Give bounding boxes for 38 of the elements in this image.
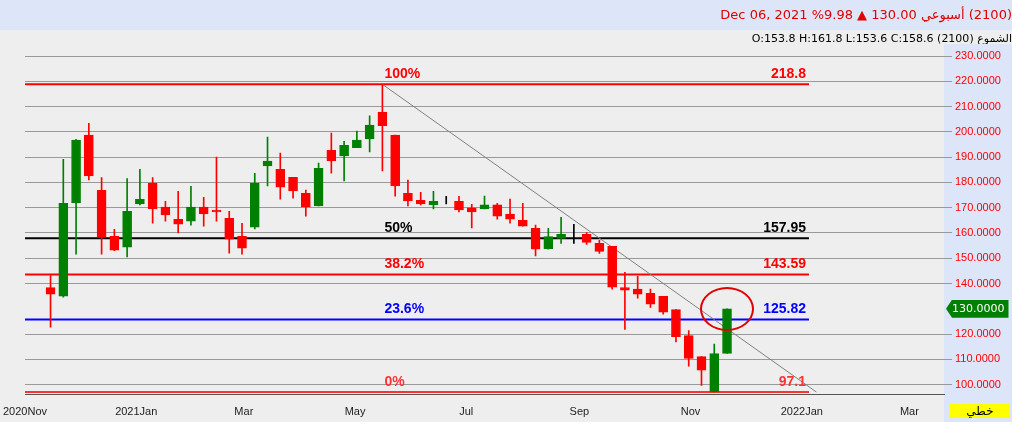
chart-title: (2100) أسبوعي 130.00 ▲ 9.98% Dec 06, 2021 xyxy=(0,0,1012,30)
ref-line-label: 157.95 xyxy=(763,219,807,236)
x-tick-label: May xyxy=(344,405,366,418)
ref-line-label: 218.8 xyxy=(770,65,807,82)
candlestick xyxy=(135,168,145,206)
y-tick-label: 110.0000 xyxy=(955,352,1001,365)
annotation: 0% xyxy=(384,372,406,389)
y-tick-label: 140.0000 xyxy=(955,276,1001,289)
y-tick-label: 200.0000 xyxy=(955,124,1001,137)
y-tick-label: 220.0000 xyxy=(955,74,1001,87)
y-tick-label: 230.0000 xyxy=(955,49,1001,62)
y-tick-label: 180.0000 xyxy=(955,175,1001,188)
x-tick-label: Nov xyxy=(680,405,701,418)
y-tick-label: 100.0000 xyxy=(955,377,1001,390)
y-tick-label: 190.0000 xyxy=(955,150,1001,163)
x-tick-label: Sep xyxy=(569,405,590,418)
ref-line-label: 125.82 xyxy=(763,300,807,317)
y-tick-label: 160.0000 xyxy=(955,226,1001,239)
annotation: 38.2% xyxy=(384,255,425,272)
candlestick xyxy=(198,197,209,227)
text: 130.0000 xyxy=(946,299,1009,318)
x-tick-label: Mar xyxy=(899,405,920,418)
annotation: 23.6% xyxy=(384,300,425,317)
y-tick-label: 150.0000 xyxy=(955,251,1001,264)
candlestick xyxy=(556,216,566,244)
x-tick-label: Jul xyxy=(459,405,474,418)
y-tick-label: 170.0000 xyxy=(955,200,1001,213)
x-tick-label: Mar xyxy=(234,405,254,418)
x-tick-label: 2020Nov xyxy=(2,405,48,418)
y-tick-label: 120.0000 xyxy=(955,327,1001,340)
ref-line-label: 143.59 xyxy=(763,255,807,272)
x-tick-label: 2021Jan xyxy=(115,405,158,418)
annotation: 50% xyxy=(384,219,413,236)
x-tick-label: 2022Jan xyxy=(780,405,823,418)
annotation: 100% xyxy=(384,65,421,82)
ref-line-label: 97.1 xyxy=(778,372,807,389)
text: خطي xyxy=(950,404,1010,418)
y-tick-label: 210.0000 xyxy=(955,99,1001,112)
